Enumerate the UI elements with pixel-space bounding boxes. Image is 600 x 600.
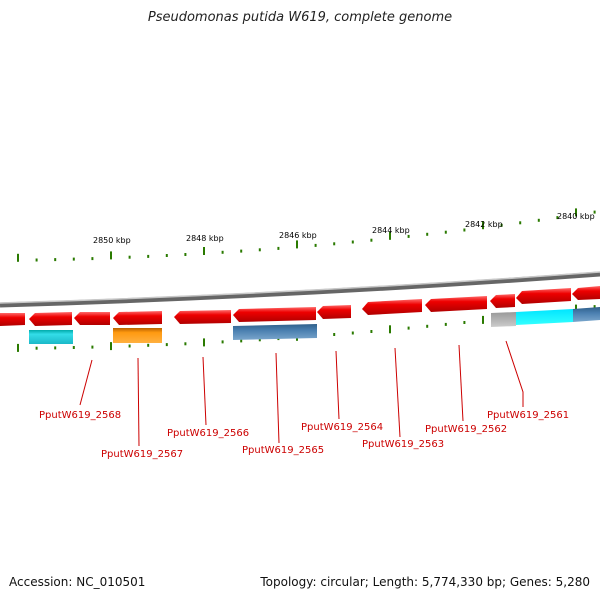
gene-label-2563[interactable]: PputW619_2563: [362, 439, 444, 450]
gene-arrow[interactable]: [233, 307, 316, 322]
kbp-2840: 2840 kbp: [557, 212, 595, 221]
gene-arrow[interactable]: [516, 288, 571, 304]
gene-arrow[interactable]: [490, 294, 515, 308]
gene-label-2568[interactable]: PputW619_2568: [39, 410, 121, 421]
gene-arrow[interactable]: [74, 312, 110, 325]
genome-title: Pseudomonas putida W619, complete genome: [147, 10, 453, 25]
genome-backbone: [0, 271, 600, 308]
gene-arrow[interactable]: [174, 310, 231, 324]
kbp-2844: 2844 kbp: [372, 226, 410, 235]
feature-box-orange[interactable]: [113, 328, 162, 343]
feature-box-cyan[interactable]: [29, 330, 73, 344]
gene-track: [0, 286, 600, 326]
feature-box-cyan-bright[interactable]: [516, 309, 573, 325]
gene-arrow[interactable]: [362, 299, 422, 315]
gene-arrow[interactable]: [29, 312, 72, 326]
feature-track: [29, 307, 600, 344]
feature-box-gray[interactable]: [491, 312, 516, 327]
gene-arrow[interactable]: [0, 313, 25, 326]
gene-arrow[interactable]: [113, 311, 162, 325]
gene-label-2565[interactable]: PputW619_2565: [242, 445, 324, 456]
gene-arrow[interactable]: [317, 305, 351, 319]
gene-label-2561[interactable]: PputW619_2561: [487, 410, 569, 421]
kbp-2848: 2848 kbp: [186, 234, 224, 243]
kbp-2850: 2850 kbp: [93, 236, 131, 245]
gene-label-2566[interactable]: PputW619_2566: [167, 428, 249, 439]
kbp-2842: 2842 kbp: [465, 220, 503, 229]
gene-arrow[interactable]: [425, 296, 487, 312]
feature-box-steelblue-2[interactable]: [573, 307, 600, 322]
feature-box-steelblue[interactable]: [233, 324, 317, 340]
gene-arrow[interactable]: [572, 286, 600, 300]
genome-stats-text: Topology: circular; Length: 5,774,330 bp…: [260, 575, 590, 589]
gene-label-2564[interactable]: PputW619_2564: [301, 422, 383, 433]
gene-label-2562[interactable]: PputW619_2562: [425, 424, 507, 435]
accession-text: Accession: NC_010501: [9, 575, 146, 589]
scale-ticks-upper: [17, 208, 596, 262]
callout-lines: [79, 340, 524, 447]
scale-ticks-lower: [17, 304, 596, 352]
kbp-2846: 2846 kbp: [279, 231, 317, 240]
gene-label-2567[interactable]: PputW619_2567: [101, 449, 183, 460]
